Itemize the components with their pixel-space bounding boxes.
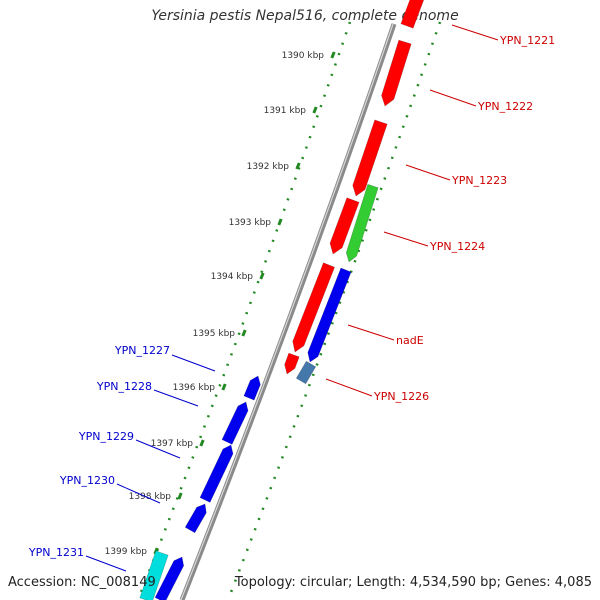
gene-label-ypn-1226[interactable]: YPN_1226: [373, 390, 429, 403]
scale-tick-mark: [295, 162, 301, 170]
gene-label-ypn-1221[interactable]: YPN_1221: [499, 34, 555, 47]
scale-tick-mark: [312, 106, 318, 114]
scale-tick-mark: [277, 218, 283, 226]
gene-label-nade-leader: [347, 324, 395, 341]
gene-feature-ypn-1222[interactable]: [381, 39, 412, 107]
gene-feature-red-small[interactable]: [292, 262, 335, 353]
gene-label-ypn-1221-leader: [451, 24, 499, 41]
gene-feature-ypn-1231[interactable]: [139, 550, 169, 600]
outer-tick-ring: [136, 21, 352, 600]
scale-tick-mark: [221, 383, 227, 391]
gene-label-ypn-1229[interactable]: YPN_1229: [78, 430, 134, 443]
inner-tick-ring: [226, 21, 442, 600]
gene-label-ypn-1228[interactable]: YPN_1228: [96, 380, 152, 393]
gene-label-ypn-1229-leader: [135, 439, 181, 459]
scale-tick-mark: [177, 492, 183, 500]
scale-tick-label: 1391 kbp: [264, 106, 307, 116]
genome-backbone: [179, 23, 397, 600]
gene-feature-ypn-1226[interactable]: [295, 360, 317, 385]
gene-label-nade[interactable]: nadE: [396, 334, 424, 347]
scale-tick-label: 1396 kbp: [173, 383, 216, 393]
gene-feature-ypn-1221[interactable]: [400, 0, 425, 29]
gene-label-ypn-1222-leader: [429, 89, 477, 107]
gene-label-ypn-1224[interactable]: YPN_1224: [429, 240, 485, 253]
accession-text: Accession: NC_008149: [8, 575, 156, 590]
scale-tick-mark: [259, 272, 265, 280]
gene-label-ypn-1224-leader: [383, 231, 429, 247]
scale-tick-label: 1390 kbp: [282, 51, 325, 61]
gene-labels: YPN_1221 YPN_1222 YPN_1223 YPN_1224 nadE YPN_…: [28, 24, 555, 572]
gene-label-ypn-1227-leader: [171, 354, 216, 372]
gene-label-ypn-1223-leader: [405, 164, 451, 181]
gene-label-ypn-1230[interactable]: YPN_1230: [59, 474, 115, 487]
gene-feature-ypn-1224[interactable]: [345, 183, 379, 263]
scale-tick-label: 1399 kbp: [105, 547, 148, 557]
scale-tick-mark: [330, 51, 336, 59]
gene-feature-ypn-1227[interactable]: [243, 375, 261, 401]
genome-summary-text: Topology: circular; Length: 4,534,590 bp…: [234, 575, 592, 590]
gene-label-ypn-1228-leader: [153, 389, 199, 407]
gene-features: [139, 0, 425, 600]
scale-tick-label: 1397 kbp: [151, 439, 194, 449]
gene-label-ypn-1227[interactable]: YPN_1227: [114, 344, 170, 357]
scale-tick-label: 1398 kbp: [129, 492, 172, 502]
scale-ticks: 1390 kbp 1391 kbp 1392 kbp 1393 kbp 1394 kbp…: [105, 51, 336, 557]
gene-feature-ypn-1223[interactable]: [352, 119, 388, 197]
page-title: Yersinia pestis Nepal516, complete genom…: [151, 8, 459, 24]
scale-tick-mark: [241, 329, 247, 337]
gene-label-ypn-1230-leader: [116, 483, 161, 504]
gene-feature-red-tip[interactable]: [284, 352, 300, 375]
gene-label-ypn-1226-leader: [325, 378, 373, 397]
gene-feature-ypn-1223-part[interactable]: [329, 197, 360, 255]
gene-feature-ypn-1228[interactable]: [221, 401, 249, 445]
scale-tick-label: 1394 kbp: [211, 272, 254, 282]
scale-tick-label: 1392 kbp: [247, 162, 290, 172]
scale-tick-label: 1393 kbp: [229, 218, 272, 228]
gene-feature-ypn-1230[interactable]: [184, 503, 207, 534]
gene-label-ypn-1223[interactable]: YPN_1223: [451, 174, 507, 187]
gene-label-ypn-1231[interactable]: YPN_1231: [28, 546, 84, 559]
backbone-highlight: [180, 23, 394, 600]
gene-label-ypn-1222[interactable]: YPN_1222: [477, 100, 533, 113]
scale-tick-mark: [199, 439, 205, 447]
gene-feature-lower-blue[interactable]: [154, 556, 185, 600]
gene-label-ypn-1231-leader: [85, 555, 127, 572]
scale-tick-label: 1395 kbp: [193, 329, 236, 339]
gene-feature-ypn-1229[interactable]: [199, 444, 234, 503]
gene-feature-nade[interactable]: [307, 267, 352, 363]
